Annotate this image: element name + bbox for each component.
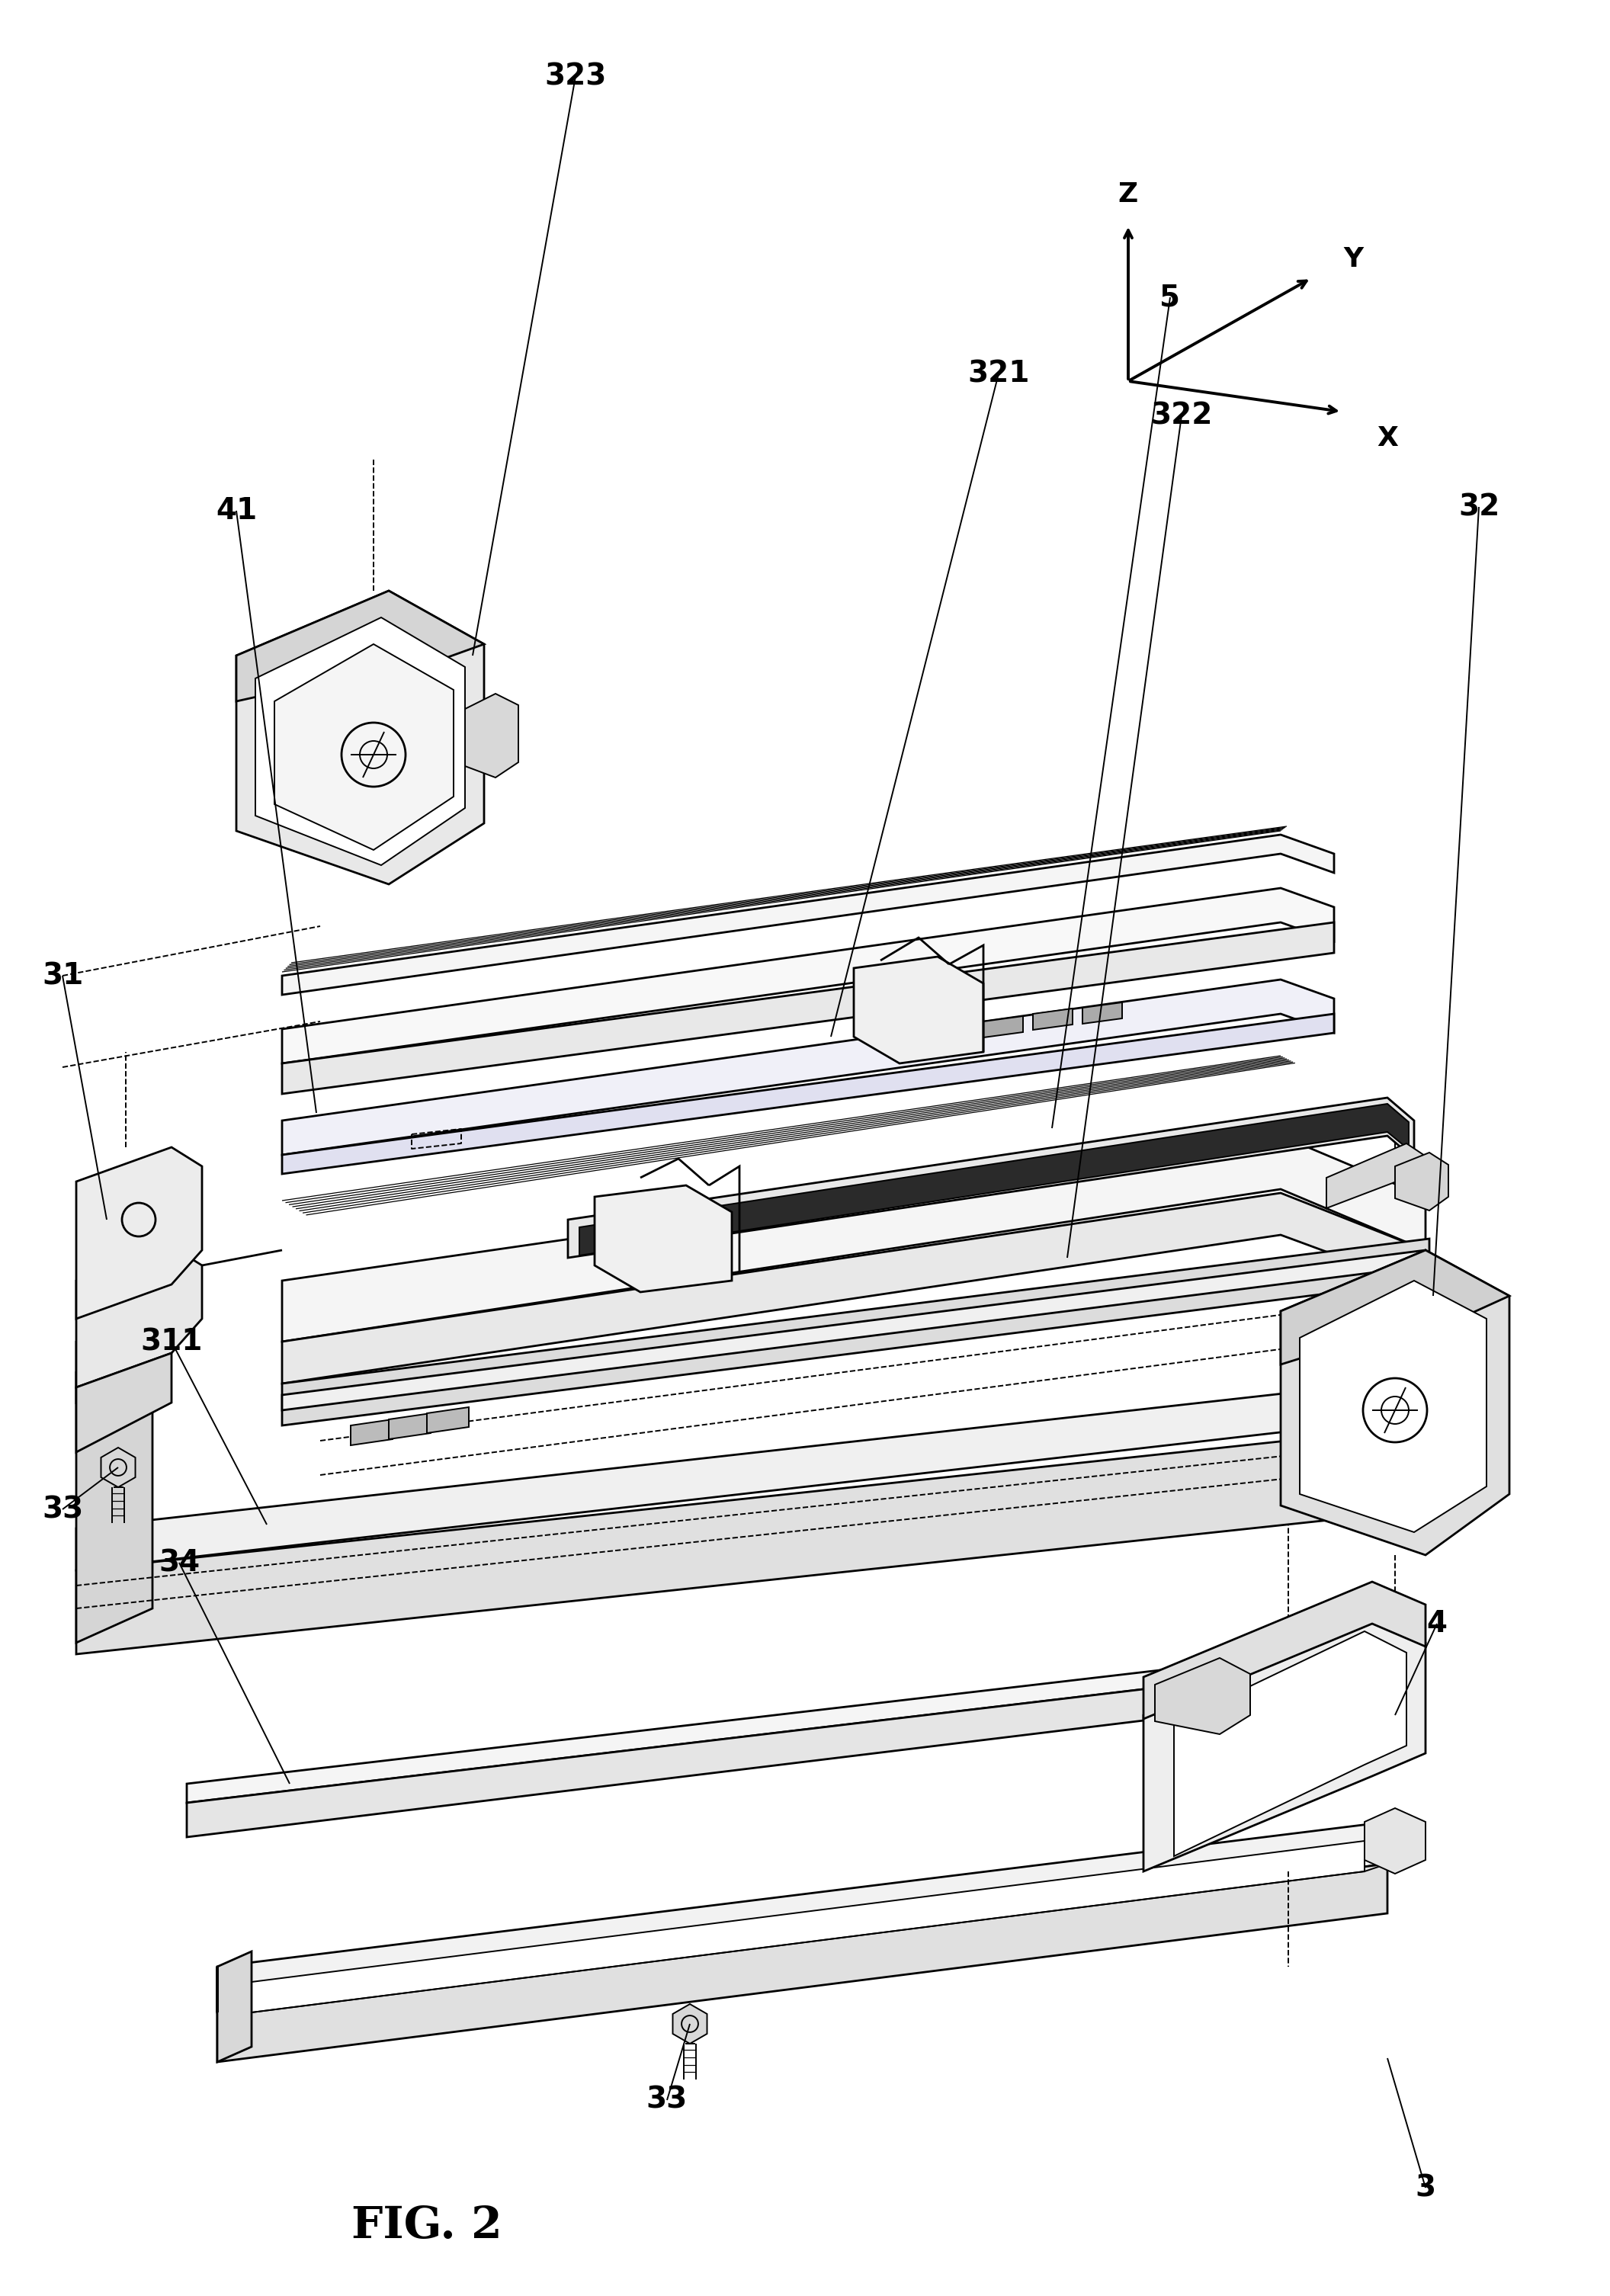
Polygon shape — [76, 1311, 153, 1403]
Polygon shape — [187, 1642, 1407, 1802]
Polygon shape — [568, 1097, 1414, 1258]
Text: 34: 34 — [158, 1548, 200, 1577]
Polygon shape — [282, 889, 1335, 1063]
Polygon shape — [1082, 1003, 1122, 1024]
Text: 4: 4 — [1426, 1609, 1447, 1637]
Polygon shape — [580, 1104, 1409, 1256]
Polygon shape — [237, 590, 485, 884]
Polygon shape — [217, 1864, 1388, 2062]
Polygon shape — [274, 645, 454, 850]
Polygon shape — [217, 1952, 251, 2062]
Text: 33: 33 — [646, 2085, 687, 2115]
Polygon shape — [76, 1352, 172, 1451]
Text: 33: 33 — [42, 1495, 84, 1525]
Polygon shape — [76, 1426, 1430, 1653]
Polygon shape — [1034, 1008, 1072, 1031]
Polygon shape — [1143, 1582, 1425, 1720]
Polygon shape — [1365, 1809, 1425, 1874]
Polygon shape — [1394, 1153, 1449, 1210]
Text: Y: Y — [1343, 246, 1364, 273]
Text: 321: 321 — [968, 358, 1030, 388]
Text: 41: 41 — [216, 496, 258, 526]
Polygon shape — [282, 1249, 1430, 1410]
Polygon shape — [76, 1247, 201, 1387]
Polygon shape — [282, 1240, 1430, 1426]
Polygon shape — [282, 923, 1335, 1093]
Polygon shape — [1299, 1281, 1486, 1531]
Polygon shape — [76, 1148, 201, 1318]
Polygon shape — [853, 957, 984, 1063]
Polygon shape — [984, 1017, 1022, 1038]
Polygon shape — [217, 1821, 1388, 2011]
Polygon shape — [187, 1658, 1407, 1837]
Polygon shape — [256, 618, 465, 866]
Polygon shape — [1280, 1249, 1510, 1554]
Text: 32: 32 — [1459, 491, 1499, 521]
Polygon shape — [251, 1841, 1365, 2011]
Polygon shape — [1280, 1249, 1510, 1364]
Polygon shape — [673, 2004, 707, 2043]
Polygon shape — [76, 1341, 153, 1642]
Polygon shape — [282, 980, 1335, 1155]
Polygon shape — [351, 1419, 393, 1444]
Polygon shape — [237, 590, 485, 700]
Text: 5: 5 — [1159, 282, 1180, 312]
Polygon shape — [388, 1414, 431, 1440]
Text: 322: 322 — [1151, 402, 1212, 429]
Text: 311: 311 — [140, 1327, 203, 1357]
Polygon shape — [101, 1446, 135, 1488]
Polygon shape — [1143, 1621, 1425, 1871]
Polygon shape — [76, 1380, 1430, 1570]
Polygon shape — [1327, 1143, 1430, 1208]
Text: 31: 31 — [42, 962, 84, 990]
Polygon shape — [465, 693, 518, 778]
Text: FIG. 2: FIG. 2 — [351, 2204, 502, 2248]
Polygon shape — [282, 1015, 1335, 1173]
Text: Z: Z — [1119, 181, 1138, 207]
Polygon shape — [282, 1137, 1425, 1341]
Text: X: X — [1377, 425, 1397, 452]
Polygon shape — [282, 1194, 1425, 1384]
Polygon shape — [427, 1407, 469, 1433]
Polygon shape — [594, 1185, 733, 1293]
Polygon shape — [1154, 1658, 1251, 1733]
Polygon shape — [282, 836, 1335, 994]
Text: 323: 323 — [544, 62, 607, 92]
Text: 3: 3 — [1415, 2174, 1436, 2202]
Polygon shape — [1174, 1630, 1407, 1855]
